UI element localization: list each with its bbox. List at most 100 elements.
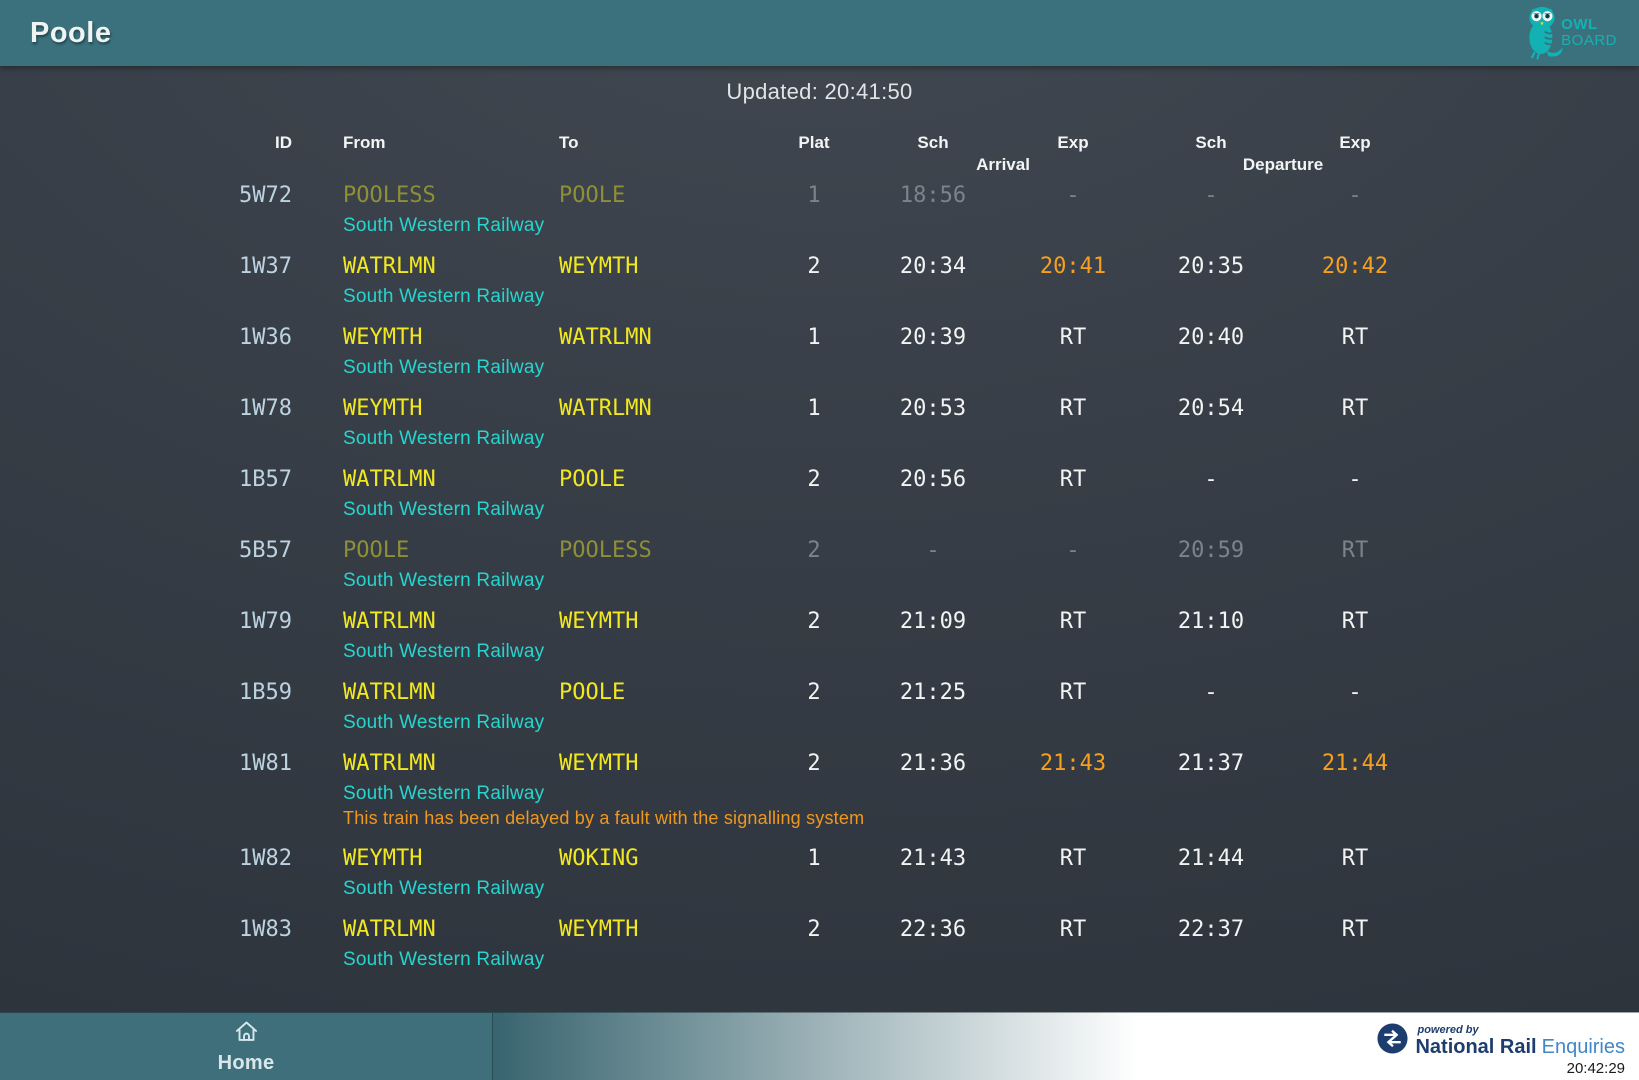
- train-id: 1W36: [239, 325, 292, 350]
- train-departure-expected: -: [1348, 183, 1362, 208]
- owl-icon: [1519, 2, 1565, 65]
- train-arrival-expected: 21:43: [1039, 751, 1107, 776]
- train-departure-expected: -: [1348, 467, 1362, 492]
- group-header-departure: Departure: [1242, 155, 1324, 174]
- train-to: POOLE: [559, 680, 626, 705]
- train-row[interactable]: 1W37 WATRLMN WEYMTH 2 20:34 20:41 20:35 20:42 So…: [210, 249, 1452, 309]
- powered-by-label: powered by: [1417, 1023, 1479, 1036]
- train-departure-expected: RT: [1341, 396, 1369, 421]
- train-from: WATRLMN: [343, 751, 436, 776]
- train-row[interactable]: 1W79 WATRLMN WEYMTH 2 21:09 RT 21:10 RT South We…: [210, 604, 1452, 664]
- train-to: WEYMTH: [559, 254, 639, 279]
- train-id: 5B57: [239, 538, 292, 563]
- train-arrival-scheduled: 20:53: [899, 396, 967, 421]
- table-header-row: ID From To Plat Sch Exp Sch Exp: [210, 130, 1452, 156]
- train-arrival-expected: -: [1066, 538, 1080, 563]
- train-row[interactable]: 1W78 WEYMTH WATRLMN 1 20:53 RT 20:54 RT South We…: [210, 391, 1452, 451]
- train-departure-scheduled: 22:37: [1177, 917, 1245, 942]
- train-departure-scheduled: 20:35: [1177, 254, 1245, 279]
- train-departure-scheduled: 21:44: [1177, 846, 1245, 871]
- train-platform: 1: [807, 396, 821, 421]
- train-departure-expected: -: [1348, 680, 1362, 705]
- train-from: WATRLMN: [343, 680, 436, 705]
- train-from: WATRLMN: [343, 609, 436, 634]
- train-arrival-expected: -: [1066, 183, 1080, 208]
- train-platform: 1: [807, 846, 821, 871]
- train-table: ID From To Plat Sch Exp Sch Exp Arrival …: [210, 130, 1452, 972]
- train-row[interactable]: 1W82 WEYMTH WOKING 1 21:43 RT 21:44 RT South Wes…: [210, 841, 1452, 901]
- train-operator: South Western Railway: [343, 357, 545, 378]
- train-platform: 1: [807, 183, 821, 208]
- col-header-id: ID: [275, 133, 292, 152]
- train-arrival-scheduled: 22:36: [899, 917, 967, 942]
- train-departure-expected: 20:42: [1321, 254, 1389, 279]
- train-arrival-scheduled: 21:09: [899, 609, 967, 634]
- train-departure-scheduled: 21:37: [1177, 751, 1245, 776]
- col-header-plat: Plat: [798, 133, 830, 152]
- train-departure-scheduled: 20:59: [1177, 538, 1245, 563]
- train-arrival-scheduled: 18:56: [899, 183, 967, 208]
- train-row[interactable]: 1B57 WATRLMN POOLE 2 20:56 RT - - South Western …: [210, 462, 1452, 522]
- home-icon: [233, 1018, 260, 1050]
- home-button-label: Home: [217, 1052, 275, 1074]
- train-to: WOKING: [559, 846, 639, 871]
- train-departure-scheduled: 21:10: [1177, 609, 1245, 634]
- train-id: 1W81: [239, 751, 292, 776]
- train-arrival-scheduled: 20:56: [899, 467, 967, 492]
- train-arrival-expected: RT: [1059, 917, 1087, 942]
- train-departure-scheduled: 20:40: [1177, 325, 1245, 350]
- train-operator: South Western Railway: [343, 215, 545, 236]
- train-from: POOLE: [343, 538, 410, 563]
- train-to: WEYMTH: [559, 609, 639, 634]
- train-platform: 2: [807, 917, 821, 942]
- departure-board: Updated: 20:41:50 ID From To Plat Sch Ex…: [0, 66, 1639, 1080]
- train-operator: South Western Railway: [343, 712, 545, 733]
- train-row[interactable]: 1W83 WATRLMN WEYMTH 2 22:36 RT 22:37 RT South We…: [210, 912, 1452, 972]
- train-to: WATRLMN: [559, 396, 652, 421]
- enquiries-label: Enquiries: [1541, 1036, 1625, 1058]
- train-id: 1W78: [239, 396, 292, 421]
- train-departure-scheduled: 20:54: [1177, 396, 1245, 421]
- train-arrival-scheduled: 21:25: [899, 680, 967, 705]
- train-arrival-expected: RT: [1059, 609, 1087, 634]
- col-header-from: From: [343, 133, 386, 152]
- train-operator: South Western Railway: [343, 286, 545, 307]
- footer-clock: 20:42:29: [1566, 1060, 1625, 1077]
- train-arrival-scheduled: 20:34: [899, 254, 967, 279]
- train-operator: South Western Railway: [343, 641, 545, 662]
- train-platform: 2: [807, 609, 821, 634]
- train-to: WATRLMN: [559, 325, 652, 350]
- train-from: WATRLMN: [343, 254, 436, 279]
- train-row[interactable]: 5B57 POOLE POOLESS 2 - - 20:59 RT South Western …: [210, 533, 1452, 593]
- top-bar: Poole OWL BOARD: [0, 0, 1639, 66]
- train-departure-expected: RT: [1341, 325, 1369, 350]
- train-operator: South Western Railway: [343, 570, 545, 591]
- train-row[interactable]: 1W36 WEYMTH WATRLMN 1 20:39 RT 20:40 RT South We…: [210, 320, 1452, 380]
- train-arrival-expected: RT: [1059, 467, 1087, 492]
- train-row[interactable]: 1B59 WATRLMN POOLE 2 21:25 RT - - South Western …: [210, 675, 1452, 735]
- logo-text-board: BOARD: [1561, 32, 1617, 49]
- train-arrival-scheduled: 20:39: [899, 325, 967, 350]
- updated-timestamp: Updated: 20:41:50: [726, 79, 913, 104]
- train-id: 1B59: [239, 680, 292, 705]
- owl-board-logo: OWL BOARD: [1519, 2, 1617, 65]
- train-arrival-expected: 20:41: [1039, 254, 1107, 279]
- train-id: 1W79: [239, 609, 292, 634]
- col-header-arr-exp: Exp: [1057, 133, 1089, 152]
- train-arrival-expected: RT: [1059, 325, 1087, 350]
- train-row[interactable]: 5W72 POOLESS POOLE 1 18:56 - - - South Western R…: [210, 178, 1452, 238]
- train-platform: 2: [807, 751, 821, 776]
- national-rail-label: National Rail: [1415, 1036, 1537, 1058]
- home-button[interactable]: Home: [0, 1013, 493, 1080]
- train-to: POOLE: [559, 467, 626, 492]
- train-from: WEYMTH: [343, 325, 423, 350]
- col-header-to: To: [559, 133, 579, 152]
- train-to: POOLE: [559, 183, 626, 208]
- train-platform: 2: [807, 538, 821, 563]
- train-from: WATRLMN: [343, 917, 436, 942]
- train-row[interactable]: 1W81 WATRLMN WEYMTH 2 21:36 21:43 21:37 21:44 So…: [210, 746, 1452, 830]
- train-arrival-expected: RT: [1059, 680, 1087, 705]
- train-arrival-scheduled: -: [926, 538, 940, 563]
- train-departure-scheduled: -: [1204, 183, 1218, 208]
- col-header-dep-exp: Exp: [1339, 133, 1371, 152]
